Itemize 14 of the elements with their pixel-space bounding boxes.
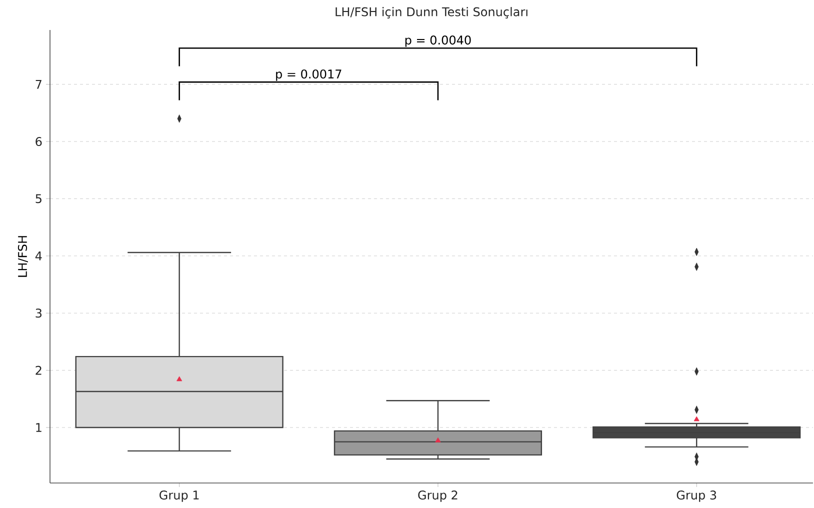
y-tick-label: 4 xyxy=(35,252,42,260)
annotation: p = 0.0040 xyxy=(405,36,471,47)
chart-title: LH/FSH için Dunn Testi Sonuçları xyxy=(336,7,528,18)
x-tick-label: Grup 1 xyxy=(160,490,199,502)
annotation: p = 0.0017 xyxy=(276,69,342,81)
y-tick-label: 7 xyxy=(36,80,42,89)
y-tick-label: 5 xyxy=(36,194,42,204)
x-tick-label: Grup 2 xyxy=(418,490,458,502)
y-tick-label: 3 xyxy=(36,308,42,318)
y-axis-title: LH/FSH xyxy=(18,236,28,277)
x-tick-label: Grup 3 xyxy=(676,490,716,502)
y-tick-label: 6 xyxy=(36,136,42,146)
y-tick-label: 1 xyxy=(36,423,42,432)
y-tick-label: 2 xyxy=(36,366,42,375)
